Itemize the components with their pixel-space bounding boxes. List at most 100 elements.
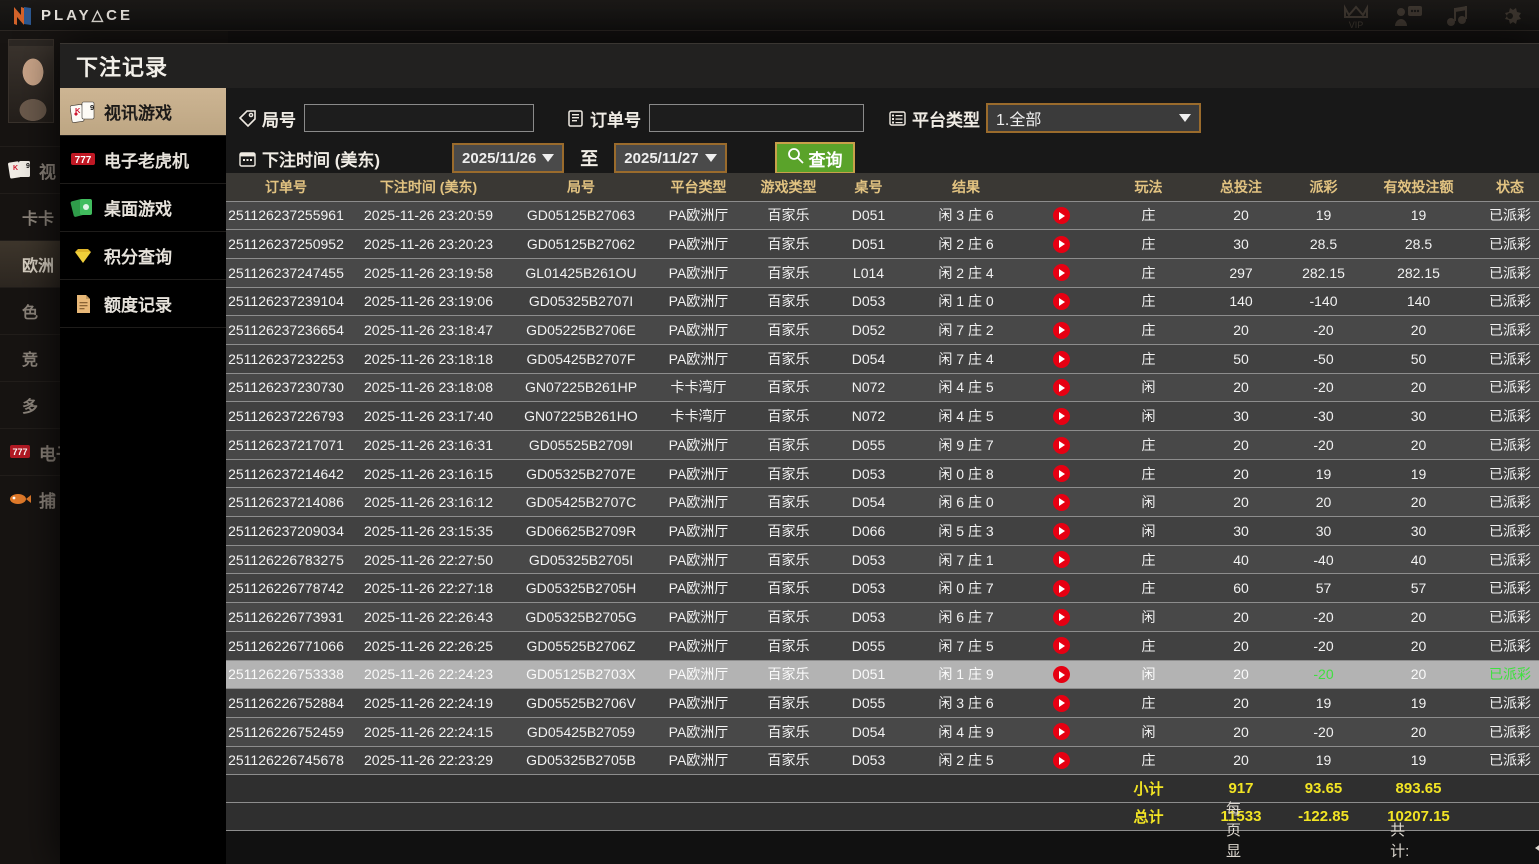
table-row[interactable]: 251126237209034 2025-11-26 23:15:35 GD0662… — [226, 516, 1539, 546]
col-valid-bet[interactable]: 有效投注额 — [1366, 173, 1471, 202]
cell-game-type: 百家乐 — [746, 344, 831, 374]
cell-summary-total-bet: 917 — [1201, 774, 1281, 804]
table-row[interactable]: 251126237236654 2025-11-26 23:18:47 GD0522… — [226, 315, 1539, 345]
play-icon[interactable] — [1052, 436, 1070, 454]
brand-logo[interactable]: PLAY△CE — [0, 5, 133, 26]
music-icon[interactable] — [1445, 4, 1471, 28]
cell-game-type: 百家乐 — [746, 688, 831, 718]
cell-blank — [831, 774, 906, 804]
col-status[interactable]: 状态 — [1471, 173, 1539, 202]
play-icon[interactable] — [1052, 235, 1070, 253]
play-icon[interactable] — [1052, 350, 1070, 368]
cell-blank — [651, 802, 746, 832]
col-round[interactable]: 局号 — [511, 173, 651, 202]
play-icon[interactable] — [1052, 608, 1070, 626]
col-game-type[interactable]: 游戏类型 — [746, 173, 831, 202]
table-row[interactable]: 251126237217071 2025-11-26 23:16:31 GD0552… — [226, 430, 1539, 460]
sidebar-item-table-games[interactable]: 桌面游戏 — [60, 184, 226, 232]
play-icon[interactable] — [1052, 694, 1070, 712]
round-input[interactable] — [304, 104, 534, 132]
cell-payout: 19 — [1281, 746, 1366, 776]
play-icon[interactable] — [1052, 379, 1070, 397]
sidebar-item-credit-records[interactable]: 额度记录 — [60, 280, 226, 328]
table-row[interactable]: 251126237239104 2025-11-26 23:19:06 GD0532… — [226, 287, 1539, 317]
table-row[interactable]: 251126237247455 2025-11-26 23:19:58 GL0142… — [226, 258, 1539, 288]
query-button[interactable]: 查询 — [774, 142, 855, 174]
round-label-text: 局号 — [262, 110, 296, 130]
col-payout[interactable]: 派彩 — [1281, 173, 1366, 202]
table-row[interactable]: 251126237226793 2025-11-26 23:17:40 GN0722… — [226, 401, 1539, 431]
play-icon[interactable] — [1052, 580, 1070, 598]
cell-platform: PA欧洲厅 — [651, 258, 746, 288]
play-icon[interactable] — [1052, 264, 1070, 282]
order-input[interactable] — [649, 104, 864, 132]
table-row[interactable]: 251126226771066 2025-11-26 22:26:25 GD0552… — [226, 631, 1539, 661]
table-row[interactable]: 251126226745678 2025-11-26 22:23:29 GD0532… — [226, 746, 1539, 776]
chat-icon[interactable] — [1393, 4, 1422, 28]
cell-payout: 19 — [1281, 459, 1366, 489]
play-icon[interactable] — [1052, 321, 1070, 339]
play-icon[interactable] — [1052, 293, 1070, 311]
col-play[interactable]: 玩法 — [1096, 173, 1201, 202]
sidebar-item-points-query[interactable]: 积分查询 — [60, 232, 226, 280]
first-page-button[interactable] — [1535, 841, 1539, 855]
play-icon[interactable] — [1052, 522, 1070, 540]
col-result[interactable]: 结果 — [906, 173, 1026, 202]
sidebar-item-slots[interactable]: 777 电子老虎机 — [60, 136, 226, 184]
per-page-label: 每页显示: 20 — [1226, 800, 1245, 864]
total-count-label: 共计: 181 — [1390, 821, 1415, 864]
cell-order: 251126237217071 — [226, 430, 346, 460]
cell-game-type: 百家乐 — [746, 401, 831, 431]
play-icon[interactable] — [1052, 666, 1070, 684]
cell-round: GD05325B2705I — [511, 545, 651, 575]
cell-round: GD05425B2707F — [511, 344, 651, 374]
date-between-label: 至 — [580, 149, 599, 169]
play-icon[interactable] — [1052, 637, 1070, 655]
play-icon[interactable] — [1052, 407, 1070, 425]
vip-icon[interactable]: VIP — [1341, 3, 1368, 30]
cell-payout: 282.15 — [1281, 258, 1366, 288]
table-row[interactable]: 251126226752884 2025-11-26 22:24:19 GD0552… — [226, 688, 1539, 718]
col-platform[interactable]: 平台类型 — [651, 173, 746, 202]
play-icon[interactable] — [1052, 723, 1070, 741]
table-row[interactable]: 251126237255961 2025-11-26 23:20:59 GD0512… — [226, 201, 1539, 231]
date-from-value: 2025/11/26 — [462, 149, 537, 167]
platform-select[interactable]: 1.全部 — [986, 103, 1201, 133]
table-row[interactable]: 251126226783275 2025-11-26 22:27:50 GD0532… — [226, 545, 1539, 575]
table-game-icon — [70, 197, 96, 219]
avatar[interactable] — [8, 39, 54, 123]
col-order[interactable]: 订单号 — [226, 173, 346, 202]
cell-replay — [1026, 258, 1096, 288]
table-row[interactable]: 251126226753338 2025-11-26 22:24:23 GD0512… — [226, 660, 1539, 690]
table-row[interactable]: 251126226773931 2025-11-26 22:26:43 GD0532… — [226, 602, 1539, 632]
cell-play: 庄 — [1096, 315, 1201, 345]
play-icon[interactable] — [1052, 752, 1070, 770]
cell-bet-time: 2025-11-26 23:15:35 — [346, 516, 511, 546]
table-row[interactable]: 251126237232253 2025-11-26 23:18:18 GD0542… — [226, 344, 1539, 374]
col-table-no[interactable]: 桌号 — [831, 173, 906, 202]
table-row[interactable]: 251126226778742 2025-11-26 22:27:18 GD0532… — [226, 573, 1539, 604]
cell-replay — [1026, 660, 1096, 690]
cell-platform: PA欧洲厅 — [651, 573, 746, 604]
play-icon[interactable] — [1052, 207, 1070, 225]
cell-play: 庄 — [1096, 631, 1201, 661]
col-bet-time[interactable]: 下注时间 (美东) — [346, 173, 511, 202]
table-row[interactable]: 251126237250952 2025-11-26 23:20:23 GD0512… — [226, 229, 1539, 259]
cell-valid-bet: 19 — [1366, 459, 1471, 489]
table-row[interactable]: 251126226752459 2025-11-26 22:24:15 GD0542… — [226, 717, 1539, 747]
play-icon[interactable] — [1052, 551, 1070, 569]
col-total-bet[interactable]: 总投注 — [1201, 173, 1281, 202]
play-icon[interactable] — [1052, 465, 1070, 483]
table-row[interactable]: 251126237230730 2025-11-26 23:18:08 GN0722… — [226, 373, 1539, 403]
table-row[interactable]: 251126237214086 2025-11-26 23:16:12 GD0542… — [226, 487, 1539, 518]
play-icon[interactable] — [1052, 493, 1070, 511]
gear-icon[interactable] — [1497, 4, 1523, 28]
cell-valid-bet: 20 — [1366, 373, 1471, 403]
table-row[interactable]: 251126237214642 2025-11-26 23:16:15 GD0532… — [226, 459, 1539, 489]
cell-valid-bet: 20 — [1366, 315, 1471, 345]
cell-platform: PA欧洲厅 — [651, 545, 746, 575]
date-to-picker[interactable]: 2025/11/27 — [614, 143, 727, 173]
date-from-picker[interactable]: 2025/11/26 — [452, 143, 565, 173]
cell-valid-bet: 20 — [1366, 430, 1471, 460]
